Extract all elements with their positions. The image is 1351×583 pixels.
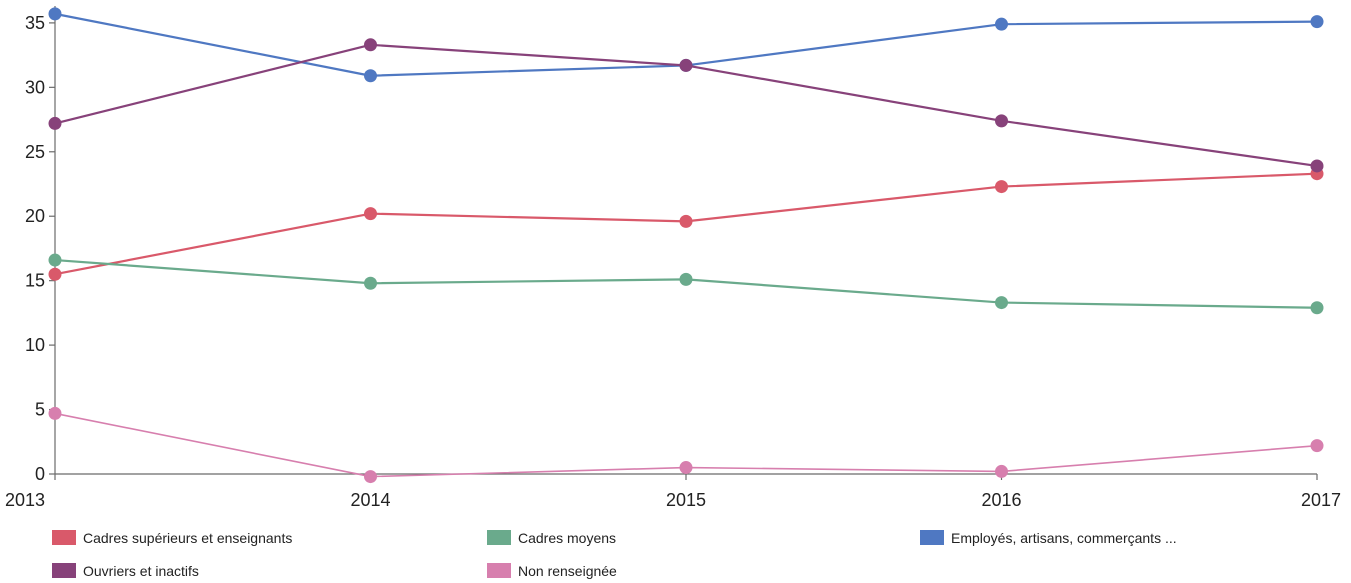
y-tick-label: 25 xyxy=(25,142,45,162)
data-point[interactable] xyxy=(364,276,377,290)
data-point[interactable] xyxy=(48,116,62,130)
data-point[interactable] xyxy=(48,7,62,21)
data-point[interactable] xyxy=(995,464,1008,478)
data-point[interactable] xyxy=(995,17,1008,31)
data-point[interactable] xyxy=(1310,159,1324,173)
legend-swatch xyxy=(920,530,944,545)
legend-swatch xyxy=(487,563,511,578)
axes-layer: 0 5 10 15 20 25 30 35 2013 2014 2015 2016 2017 xyxy=(5,6,1341,510)
x-tick-label: 2013 xyxy=(5,490,45,510)
legend-item[interactable]: Non renseignée xyxy=(487,563,617,579)
data-point[interactable] xyxy=(48,267,62,281)
data-point[interactable] xyxy=(1310,439,1324,453)
data-point[interactable] xyxy=(995,180,1008,194)
data-point[interactable] xyxy=(679,272,693,286)
legend-swatch xyxy=(52,530,76,545)
legend-item[interactable]: Cadres supérieurs et enseignants xyxy=(52,530,292,546)
data-point[interactable] xyxy=(364,207,377,221)
data-point[interactable] xyxy=(995,114,1008,128)
series-4 xyxy=(48,406,1324,484)
data-point[interactable] xyxy=(364,470,377,484)
data-point[interactable] xyxy=(679,58,693,72)
legend-label: Employés, artisans, commerçants ... xyxy=(951,530,1177,546)
legend-label: Cadres supérieurs et enseignants xyxy=(83,530,292,546)
x-tick-label: 2014 xyxy=(350,490,390,510)
legend-item[interactable]: Employés, artisans, commerçants ... xyxy=(920,530,1177,546)
legend: Cadres supérieurs et enseignants Cadres m… xyxy=(52,530,1177,579)
data-point[interactable] xyxy=(679,214,693,228)
series-layer xyxy=(48,7,1324,484)
data-point[interactable] xyxy=(48,406,62,420)
legend-item[interactable]: Ouvriers et inactifs xyxy=(52,563,199,579)
series-1 xyxy=(48,253,1324,315)
legend-item[interactable]: Cadres moyens xyxy=(487,530,616,546)
data-point[interactable] xyxy=(995,296,1008,310)
y-tick-label: 0 xyxy=(35,464,45,484)
legend-swatch xyxy=(487,530,511,545)
data-point[interactable] xyxy=(1310,15,1324,29)
legend-label: Ouvriers et inactifs xyxy=(83,563,199,579)
data-point[interactable] xyxy=(364,38,377,52)
y-tick-label: 20 xyxy=(25,206,45,226)
y-tick-label: 15 xyxy=(25,271,45,291)
y-tick-label: 30 xyxy=(25,77,45,97)
y-tick-label: 10 xyxy=(25,335,45,355)
data-point[interactable] xyxy=(1310,301,1324,315)
legend-swatch xyxy=(52,563,76,578)
legend-label: Non renseignée xyxy=(518,563,617,579)
data-point[interactable] xyxy=(679,461,693,475)
x-tick-label: 2017 xyxy=(1301,490,1341,510)
series-0 xyxy=(48,167,1324,281)
legend-label: Cadres moyens xyxy=(518,530,616,546)
y-tick-label: 5 xyxy=(35,400,45,420)
x-tick-label: 2015 xyxy=(666,490,706,510)
y-tick-label: 35 xyxy=(25,13,45,33)
series-3 xyxy=(48,38,1324,173)
data-point[interactable] xyxy=(364,69,377,83)
data-point[interactable] xyxy=(48,253,62,267)
x-tick-label: 2016 xyxy=(981,490,1021,510)
